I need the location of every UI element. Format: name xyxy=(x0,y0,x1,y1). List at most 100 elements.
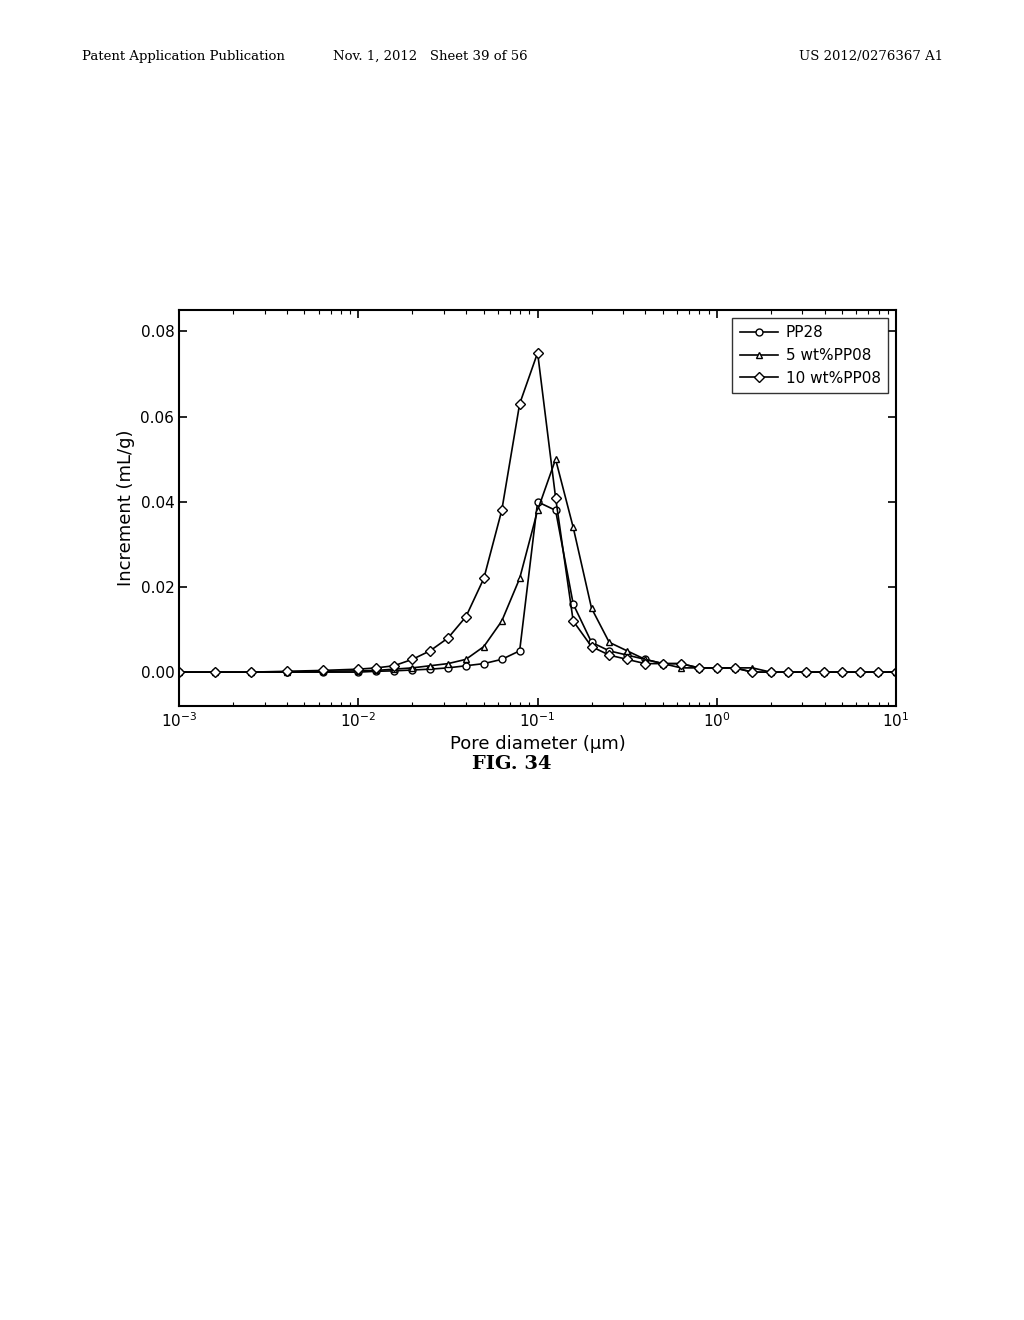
5 wt%PP08 xyxy=(531,503,544,519)
PP28 xyxy=(477,656,489,672)
PP28 xyxy=(782,664,795,680)
5 wt%PP08 xyxy=(675,660,687,676)
X-axis label: Pore diameter (μm): Pore diameter (μm) xyxy=(450,735,626,754)
PP28 xyxy=(424,661,436,677)
5 wt%PP08 xyxy=(496,612,508,628)
PP28 xyxy=(675,656,687,672)
10 wt%PP08 xyxy=(424,643,436,659)
PP28 xyxy=(352,664,365,680)
10 wt%PP08 xyxy=(692,660,705,676)
5 wt%PP08 xyxy=(173,664,185,680)
10 wt%PP08 xyxy=(603,647,615,663)
5 wt%PP08 xyxy=(711,660,723,676)
10 wt%PP08 xyxy=(550,490,562,506)
PP28 xyxy=(441,660,454,676)
5 wt%PP08 xyxy=(746,660,759,676)
5 wt%PP08 xyxy=(656,656,669,672)
10 wt%PP08 xyxy=(871,664,884,680)
10 wt%PP08 xyxy=(586,639,598,655)
5 wt%PP08 xyxy=(352,663,365,678)
5 wt%PP08 xyxy=(854,664,866,680)
PP28 xyxy=(567,597,580,612)
Text: FIG. 34: FIG. 34 xyxy=(472,755,552,774)
10 wt%PP08 xyxy=(746,664,759,680)
10 wt%PP08 xyxy=(209,664,221,680)
PP28 xyxy=(281,664,293,680)
PP28 xyxy=(818,664,830,680)
PP28 xyxy=(729,660,741,676)
5 wt%PP08 xyxy=(800,664,812,680)
Line: 10 wt%PP08: 10 wt%PP08 xyxy=(176,350,899,676)
5 wt%PP08 xyxy=(871,664,884,680)
5 wt%PP08 xyxy=(281,664,293,680)
10 wt%PP08 xyxy=(245,664,257,680)
10 wt%PP08 xyxy=(782,664,795,680)
10 wt%PP08 xyxy=(818,664,830,680)
PP28 xyxy=(496,652,508,668)
5 wt%PP08 xyxy=(209,664,221,680)
PP28 xyxy=(316,664,329,680)
10 wt%PP08 xyxy=(496,503,508,519)
5 wt%PP08 xyxy=(765,664,777,680)
10 wt%PP08 xyxy=(513,396,525,412)
10 wt%PP08 xyxy=(477,570,489,586)
PP28 xyxy=(621,647,633,663)
10 wt%PP08 xyxy=(388,657,400,673)
PP28 xyxy=(639,652,651,668)
5 wt%PP08 xyxy=(836,664,848,680)
5 wt%PP08 xyxy=(513,570,525,586)
5 wt%PP08 xyxy=(316,664,329,680)
PP28 xyxy=(586,635,598,651)
Y-axis label: Increment (mL/g): Increment (mL/g) xyxy=(117,430,135,586)
10 wt%PP08 xyxy=(621,652,633,668)
10 wt%PP08 xyxy=(316,663,329,678)
5 wt%PP08 xyxy=(477,639,489,655)
10 wt%PP08 xyxy=(173,664,185,680)
10 wt%PP08 xyxy=(656,656,669,672)
PP28 xyxy=(460,657,472,673)
10 wt%PP08 xyxy=(675,656,687,672)
10 wt%PP08 xyxy=(441,630,454,645)
10 wt%PP08 xyxy=(711,660,723,676)
5 wt%PP08 xyxy=(550,451,562,467)
5 wt%PP08 xyxy=(692,660,705,676)
5 wt%PP08 xyxy=(729,660,741,676)
Line: 5 wt%PP08: 5 wt%PP08 xyxy=(176,455,899,676)
5 wt%PP08 xyxy=(407,660,419,676)
10 wt%PP08 xyxy=(352,661,365,677)
5 wt%PP08 xyxy=(567,520,580,536)
PP28 xyxy=(371,664,383,680)
10 wt%PP08 xyxy=(281,664,293,680)
10 wt%PP08 xyxy=(639,656,651,672)
PP28 xyxy=(245,664,257,680)
PP28 xyxy=(407,663,419,678)
5 wt%PP08 xyxy=(782,664,795,680)
5 wt%PP08 xyxy=(245,664,257,680)
5 wt%PP08 xyxy=(890,664,902,680)
Line: PP28: PP28 xyxy=(176,499,899,676)
PP28 xyxy=(746,664,759,680)
10 wt%PP08 xyxy=(854,664,866,680)
PP28 xyxy=(550,503,562,519)
5 wt%PP08 xyxy=(460,652,472,668)
5 wt%PP08 xyxy=(388,661,400,677)
5 wt%PP08 xyxy=(371,663,383,678)
PP28 xyxy=(173,664,185,680)
10 wt%PP08 xyxy=(460,609,472,624)
Legend: PP28, 5 wt%PP08, 10 wt%PP08: PP28, 5 wt%PP08, 10 wt%PP08 xyxy=(732,318,889,393)
5 wt%PP08 xyxy=(818,664,830,680)
10 wt%PP08 xyxy=(765,664,777,680)
10 wt%PP08 xyxy=(800,664,812,680)
PP28 xyxy=(765,664,777,680)
PP28 xyxy=(890,664,902,680)
PP28 xyxy=(209,664,221,680)
PP28 xyxy=(836,664,848,680)
PP28 xyxy=(388,663,400,678)
10 wt%PP08 xyxy=(890,664,902,680)
10 wt%PP08 xyxy=(836,664,848,680)
5 wt%PP08 xyxy=(603,635,615,651)
PP28 xyxy=(692,660,705,676)
Text: Nov. 1, 2012   Sheet 39 of 56: Nov. 1, 2012 Sheet 39 of 56 xyxy=(333,50,527,63)
PP28 xyxy=(800,664,812,680)
Text: Patent Application Publication: Patent Application Publication xyxy=(82,50,285,63)
